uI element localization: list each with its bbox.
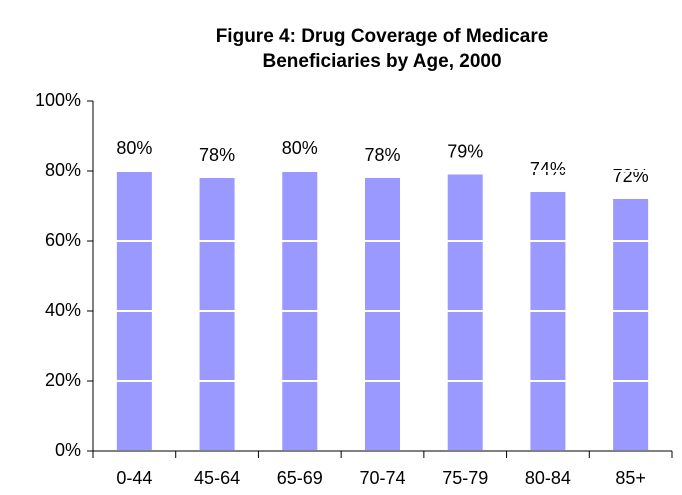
bar [613, 199, 649, 451]
bar [530, 192, 566, 451]
y-tick-label: 60% [45, 230, 81, 250]
value-label: 74% [530, 159, 566, 179]
x-tick-label: 45-64 [194, 468, 240, 488]
x-tick-label: 75-79 [442, 468, 488, 488]
bar [447, 174, 483, 451]
value-label: 78% [364, 145, 400, 165]
y-tick-label: 0% [55, 440, 81, 460]
x-tick-label: 0-44 [116, 468, 152, 488]
y-tick-label: 40% [45, 300, 81, 320]
x-tick-label: 70-74 [359, 468, 405, 488]
value-label: 80% [282, 138, 318, 158]
value-label: 80% [116, 138, 152, 158]
y-tick-label: 100% [35, 90, 81, 110]
y-tick-label: 20% [45, 370, 81, 390]
value-label: 72% [613, 166, 649, 186]
bar [199, 178, 235, 451]
x-tick-label: 85+ [615, 468, 646, 488]
bar [365, 178, 400, 451]
x-tick-label: 65-69 [277, 468, 323, 488]
chart-title: Figure 4: Drug Coverage of Medicare [216, 26, 549, 47]
value-label: 79% [447, 141, 483, 161]
x-tick-label: 80-84 [525, 468, 571, 488]
chart-title: Beneficiaries by Age, 2000 [262, 51, 501, 72]
value-label: 78% [199, 145, 235, 165]
y-tick-label: 80% [45, 160, 81, 180]
